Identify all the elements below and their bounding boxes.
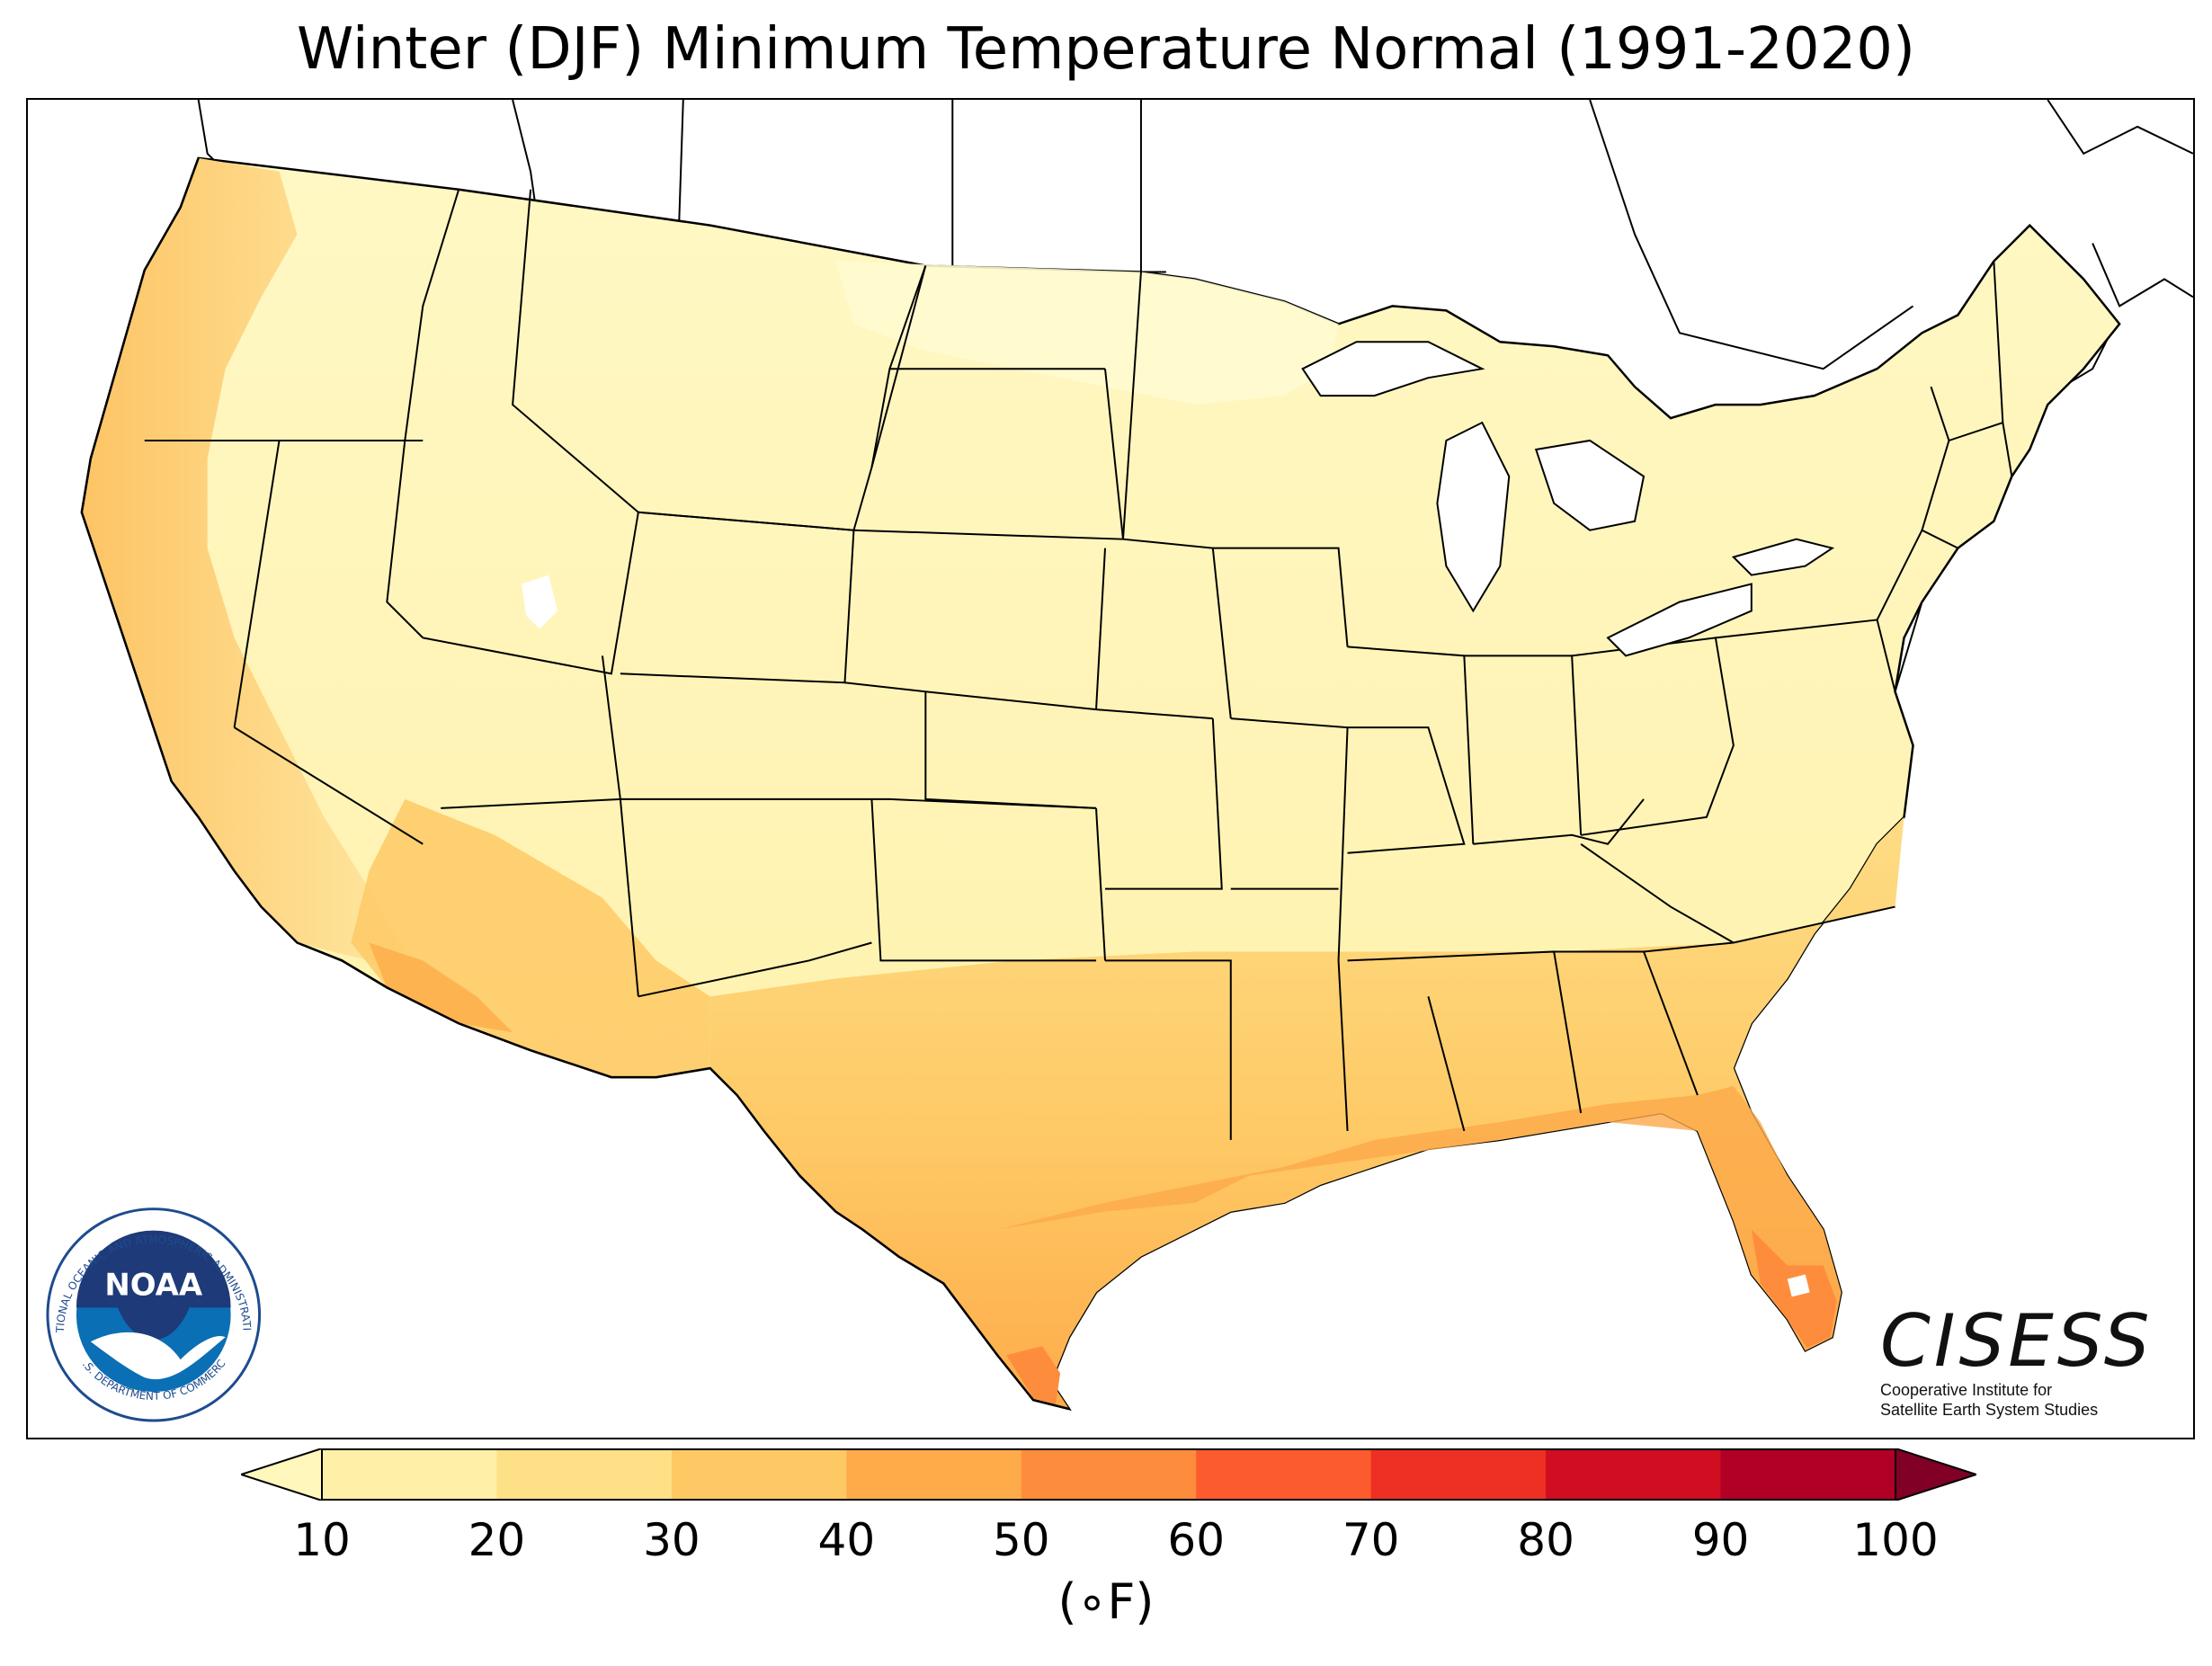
cisess-logo: CISESS Cooperative Institute for Satelli… — [1880, 1303, 2168, 1420]
great-lakes — [1301, 341, 1835, 657]
colorbar-bin — [1370, 1448, 1547, 1501]
colorbar-tick-label: 80 — [1517, 1514, 1574, 1566]
south-band — [709, 816, 1904, 1410]
colorbar-bin — [1021, 1448, 1197, 1501]
colorbar-over-arrow — [1895, 1448, 1976, 1501]
neighbor-boundaries — [197, 100, 2193, 396]
north-cold-core — [835, 261, 1339, 405]
colorbar-tick-label: 10 — [293, 1514, 351, 1566]
gulf-coast-strip — [997, 1086, 1842, 1351]
colorbar-bin — [496, 1448, 673, 1501]
coastline — [80, 157, 1070, 1411]
colorbar-bin — [322, 1448, 497, 1501]
colorbar — [241, 1448, 1976, 1501]
map-frame: NOAA NATIONAL OCEANIC AND ATMOSPHERIC AD… — [26, 98, 2195, 1439]
page-title: Winter (DJF) Minimum Temperature Normal … — [297, 16, 1915, 83]
colorbar-tick-label: 30 — [643, 1514, 700, 1566]
noaa-logo: NOAA NATIONAL OCEANIC AND ATMOSPHERIC AD… — [46, 1207, 262, 1422]
colorbar-bin — [1196, 1448, 1372, 1501]
colorbar-bin — [1546, 1448, 1722, 1501]
great-salt-lake — [522, 575, 558, 629]
noaa-acronym: NOAA — [104, 1267, 203, 1302]
cisess-name: CISESS — [1880, 1299, 2154, 1383]
west-coast-band — [81, 157, 406, 961]
colorbar-under-arrow — [241, 1448, 323, 1501]
colorbar-tick-label: 60 — [1167, 1514, 1226, 1566]
colorbar-tick-label: 100 — [1852, 1514, 1939, 1566]
colorbar-bin — [846, 1448, 1022, 1501]
colorbar-tick-label: 70 — [1342, 1514, 1400, 1566]
colorbar-ticks: 10 20 30 40 50 60 70 80 90 100 — [0, 1514, 2212, 1568]
sw-arizona — [369, 942, 513, 1033]
colorbar-outline — [321, 1448, 1896, 1501]
colorbar-unit-label: (∘F) — [1057, 1573, 1155, 1630]
us-map: NOAA NATIONAL OCEANIC AND ATMOSPHERIC AD… — [46, 100, 2193, 1422]
colorbar-tick-label: 40 — [817, 1514, 876, 1566]
lake-okeechobee — [1787, 1274, 1810, 1297]
cisess-line2: Satellite Earth System Studies — [1880, 1401, 2099, 1419]
cisess-line1: Cooperative Institute for — [1880, 1381, 2053, 1399]
colorbar-bin — [1720, 1448, 1896, 1501]
colorbar-bin — [671, 1448, 847, 1501]
south-texas-tip — [1006, 1346, 1061, 1405]
state-borders — [144, 189, 2013, 1140]
colorbar-tick-label: 20 — [468, 1514, 526, 1566]
colorbar-tick-label: 50 — [992, 1514, 1050, 1566]
colorbar-tick-label: 90 — [1691, 1514, 1750, 1566]
